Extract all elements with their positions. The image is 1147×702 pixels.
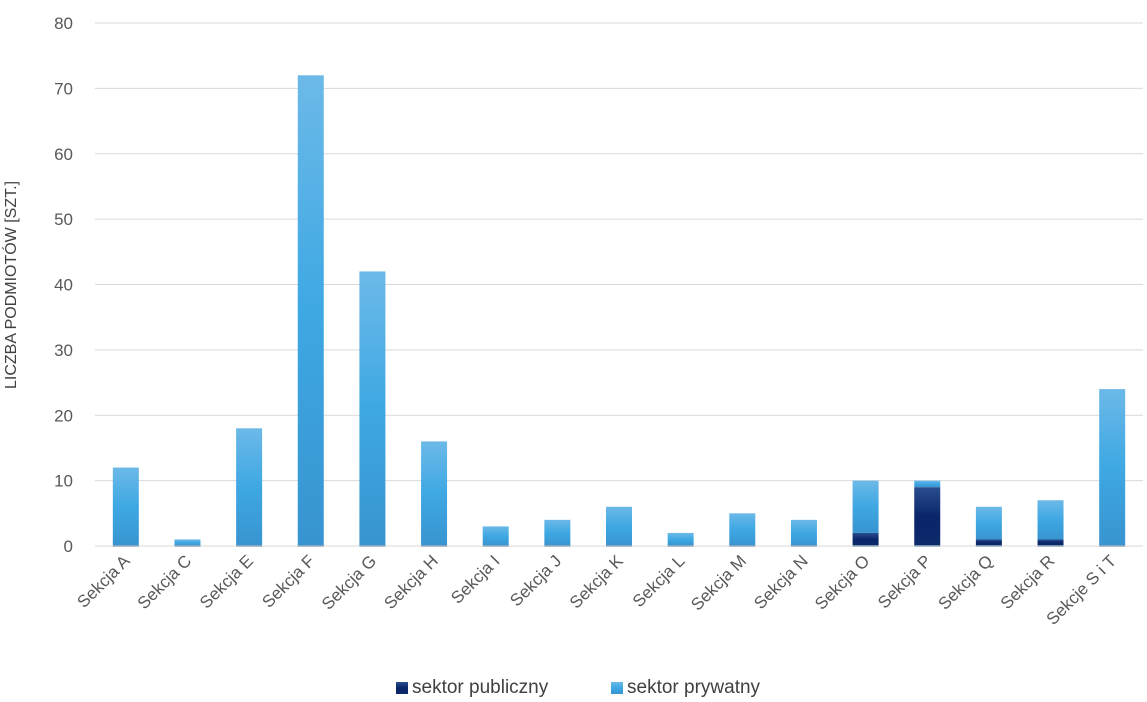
bar-private <box>174 539 201 546</box>
bar-private <box>975 506 1002 540</box>
y-axis-label: LICZBA PODMIOTÓW [SZT.] <box>1 181 20 389</box>
bar-private <box>729 513 756 546</box>
bar-public <box>1037 539 1064 546</box>
y-tick-label: 80 <box>54 14 73 33</box>
y-tick-label: 60 <box>54 145 73 164</box>
bar-private <box>606 506 632 546</box>
y-tick-label: 30 <box>54 341 73 360</box>
x-tick-label: Sekcja F <box>258 551 318 611</box>
bar-private <box>482 526 509 546</box>
x-tick-label: Sekcja N <box>750 551 812 613</box>
bar-private <box>236 428 263 546</box>
x-tick-label: Sekcja L <box>629 551 689 611</box>
bars <box>112 75 1126 547</box>
bar-private <box>297 75 324 547</box>
bar-public <box>975 539 1002 546</box>
bar-private <box>667 532 694 546</box>
x-tick-label: Sekcja O <box>811 551 873 613</box>
x-tick-label: Sekcja M <box>687 551 750 614</box>
bar-private <box>359 271 386 546</box>
bar-public <box>852 532 879 546</box>
x-tick-label: Sekcja Q <box>934 551 996 613</box>
x-tick-label: Sekcja H <box>380 551 442 613</box>
legend: sektor publiczny sektor prywatny <box>396 677 761 698</box>
x-tick-label: Sekcja G <box>318 551 380 613</box>
bar-private <box>544 519 571 546</box>
bar-private <box>1099 389 1126 546</box>
x-tick-label: Sekcja K <box>566 551 627 612</box>
bar-private <box>421 441 448 546</box>
bar-private <box>1037 500 1064 540</box>
legend-swatch-public <box>396 682 408 694</box>
y-tick-label: 20 <box>54 406 73 425</box>
x-axis-ticks: Sekcja A Sekcja C Sekcja E Sekcja F Sekcja G… <box>73 551 1120 629</box>
legend-label-public: sektor publiczny <box>412 677 549 698</box>
x-tick-label: Sekcja I <box>447 551 503 607</box>
x-tick-label: Sekcja R <box>997 551 1059 613</box>
x-tick-label: Sekcja C <box>134 551 196 613</box>
x-tick-label: Sekcja A <box>73 551 134 612</box>
bar-private <box>790 519 817 546</box>
legend-swatch-private <box>611 682 623 694</box>
y-tick-label: 40 <box>54 276 73 295</box>
y-tick-label: 10 <box>54 472 73 491</box>
bar-private <box>914 480 941 488</box>
y-axis-ticks: 0 10 20 30 40 50 60 70 80 <box>54 14 73 556</box>
y-tick-label: 70 <box>54 79 73 98</box>
bar-private <box>852 480 879 533</box>
x-tick-label: Sekcja E <box>196 551 257 612</box>
x-tick-label: Sekcja J <box>506 551 565 610</box>
gridlines <box>95 22 1143 482</box>
legend-label-private: sektor prywatny <box>627 677 761 698</box>
bar-private <box>112 467 139 546</box>
y-tick-label: 50 <box>54 210 73 229</box>
y-tick-label: 0 <box>64 537 73 556</box>
x-tick-label: Sekcja P <box>874 551 935 612</box>
bar-public <box>914 487 941 546</box>
